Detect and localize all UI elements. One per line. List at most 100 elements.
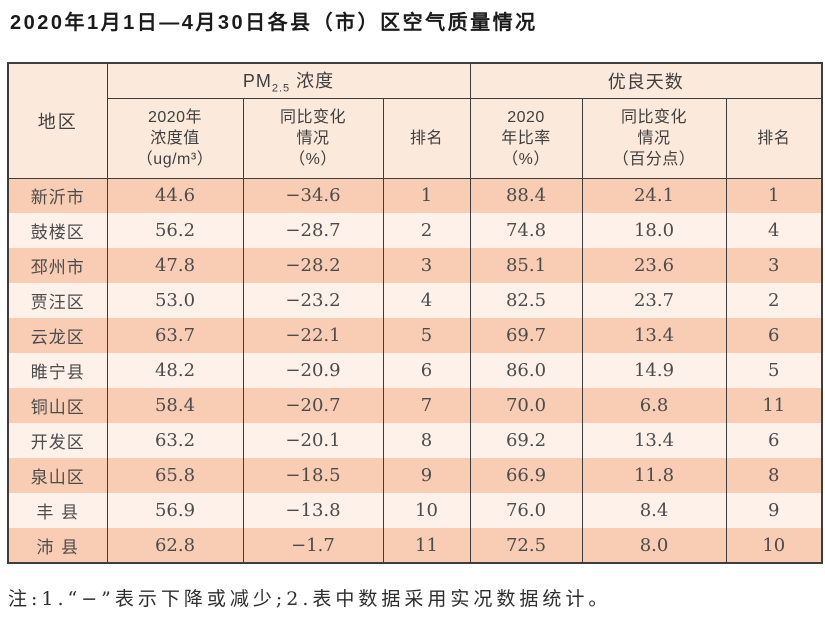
days-rank-cell: 4: [725, 213, 823, 248]
group-header-pm25: PM2.5 浓度: [106, 62, 471, 99]
days-ratio-cell: 66.9: [469, 458, 583, 493]
column-header-days-change: 同比变化 情况 （百分点）: [581, 97, 727, 179]
days-change-cell: 18.0: [581, 213, 727, 248]
days-change-cell: 14.9: [581, 353, 727, 388]
table-row: 新沂市 44.6 −34.6 1 88.4 24.1 1: [7, 178, 823, 213]
region-cell: 沛 县: [7, 528, 108, 563]
days-change-cell: 23.6: [581, 248, 727, 283]
pm-change-cell: −13.8: [242, 493, 384, 528]
days-change-cell: 11.8: [581, 458, 727, 493]
days-ratio-cell: 85.1: [469, 248, 583, 283]
table-body: 新沂市 44.6 −34.6 1 88.4 24.1 1 鼓楼区 56.2 −2…: [7, 178, 823, 563]
pm-rank-cell: 7: [382, 388, 471, 423]
table-header: 地区 PM2.5 浓度 优良天数 2020年 浓度值 （ug/m³） 同比变化 …: [7, 62, 823, 179]
days-rank-cell: 2: [725, 283, 823, 318]
pm-rank-cell: 4: [382, 283, 471, 318]
days-ratio-cell: 72.5: [469, 528, 583, 563]
pm25-suffix: 浓度: [290, 70, 335, 91]
days-change-cell: 13.4: [581, 423, 727, 458]
region-cell: 邳州市: [7, 248, 108, 283]
page-title: 2020年1月1日—4月30日各县（市）区空气质量情况: [10, 12, 538, 34]
region-cell: 新沂市: [7, 178, 108, 213]
column-header-days-rank: 排名: [725, 97, 823, 179]
pm-value-cell: 56.2: [106, 213, 244, 248]
days-rank-cell: 1: [725, 178, 823, 213]
pm-value-cell: 44.6: [106, 178, 244, 213]
pm-value-cell: 48.2: [106, 353, 244, 388]
column-header-region: 地区: [7, 62, 108, 179]
column-header-pm-rank: 排名: [382, 97, 471, 179]
region-cell: 云龙区: [7, 318, 108, 353]
days-rank-cell: 11: [725, 388, 823, 423]
column-header-pm-change: 同比变化 情况 （%）: [242, 97, 384, 179]
table-row: 邳州市 47.8 −28.2 3 85.1 23.6 3: [7, 248, 823, 283]
days-ratio-cell: 86.0: [469, 353, 583, 388]
days-ratio-cell: 88.4: [469, 178, 583, 213]
pm-change-cell: −20.1: [242, 423, 384, 458]
days-rank-cell: 5: [725, 353, 823, 388]
air-quality-table: 地区 PM2.5 浓度 优良天数 2020年 浓度值 （ug/m³） 同比变化 …: [7, 62, 824, 564]
table-row: 云龙区 63.7 −22.1 5 69.7 13.4 6: [7, 318, 823, 353]
table-row: 丰 县 56.9 −13.8 10 76.0 8.4 9: [7, 493, 823, 528]
days-change-cell: 23.7: [581, 283, 727, 318]
pm-rank-cell: 10: [382, 493, 471, 528]
pm-change-cell: −20.9: [242, 353, 384, 388]
pm-value-cell: 62.8: [106, 528, 244, 563]
days-change-cell: 6.8: [581, 388, 727, 423]
pm-value-cell: 58.4: [106, 388, 244, 423]
pm-change-cell: −20.7: [242, 388, 384, 423]
column-header-days-ratio: 2020 年比率 （%）: [469, 97, 583, 179]
days-rank-cell: 6: [725, 318, 823, 353]
days-change-cell: 13.4: [581, 318, 727, 353]
header-group-row: 地区 PM2.5 浓度 优良天数: [7, 62, 823, 179]
pm-value-cell: 47.8: [106, 248, 244, 283]
pm-change-cell: −28.7: [242, 213, 384, 248]
days-change-cell: 24.1: [581, 178, 727, 213]
table-row: 贾汪区 53.0 −23.2 4 82.5 23.7 2: [7, 283, 823, 318]
region-cell: 铜山区: [7, 388, 108, 423]
region-cell: 贾汪区: [7, 283, 108, 318]
pm-change-cell: −22.1: [242, 318, 384, 353]
days-ratio-cell: 69.2: [469, 423, 583, 458]
pm-value-cell: 65.8: [106, 458, 244, 493]
table-row: 睢宁县 48.2 −20.9 6 86.0 14.9 5: [7, 353, 823, 388]
days-change-cell: 8.0: [581, 528, 727, 563]
pm-change-cell: −34.6: [242, 178, 384, 213]
table-row: 开发区 63.2 −20.1 8 69.2 13.4 6: [7, 423, 823, 458]
pm-rank-cell: 8: [382, 423, 471, 458]
group-header-good-days: 优良天数: [469, 62, 823, 99]
pm-change-cell: −18.5: [242, 458, 384, 493]
region-cell: 鼓楼区: [7, 213, 108, 248]
table-row: 泉山区 65.8 −18.5 9 66.9 11.8 8: [7, 458, 823, 493]
days-ratio-cell: 74.8: [469, 213, 583, 248]
region-cell: 丰 县: [7, 493, 108, 528]
days-rank-cell: 3: [725, 248, 823, 283]
pm-rank-cell: 5: [382, 318, 471, 353]
pm-rank-cell: 6: [382, 353, 471, 388]
pm-value-cell: 63.2: [106, 423, 244, 458]
region-cell: 睢宁县: [7, 353, 108, 388]
table-row: 沛 县 62.8 −1.7 11 72.5 8.0 10: [7, 528, 823, 563]
pm-value-cell: 56.9: [106, 493, 244, 528]
days-rank-cell: 10: [725, 528, 823, 563]
region-cell: 泉山区: [7, 458, 108, 493]
days-ratio-cell: 69.7: [469, 318, 583, 353]
days-change-cell: 8.4: [581, 493, 727, 528]
region-cell: 开发区: [7, 423, 108, 458]
days-rank-cell: 8: [725, 458, 823, 493]
pm-rank-cell: 9: [382, 458, 471, 493]
days-ratio-cell: 82.5: [469, 283, 583, 318]
pm25-prefix: PM: [242, 70, 272, 91]
pm-rank-cell: 11: [382, 528, 471, 563]
pm-change-cell: −28.2: [242, 248, 384, 283]
column-header-pm-value: 2020年 浓度值 （ug/m³）: [106, 97, 244, 179]
pm-value-cell: 63.7: [106, 318, 244, 353]
days-rank-cell: 9: [725, 493, 823, 528]
header-sub-row: 2020年 浓度值 （ug/m³） 同比变化 情况 （%） 排名 2020 年比…: [8, 97, 823, 179]
days-ratio-cell: 70.0: [469, 388, 583, 423]
pm-rank-cell: 1: [382, 178, 471, 213]
days-rank-cell: 6: [725, 423, 823, 458]
pm-change-cell: −1.7: [242, 528, 384, 563]
days-ratio-cell: 76.0: [469, 493, 583, 528]
table-row: 鼓楼区 56.2 −28.7 2 74.8 18.0 4: [7, 213, 823, 248]
